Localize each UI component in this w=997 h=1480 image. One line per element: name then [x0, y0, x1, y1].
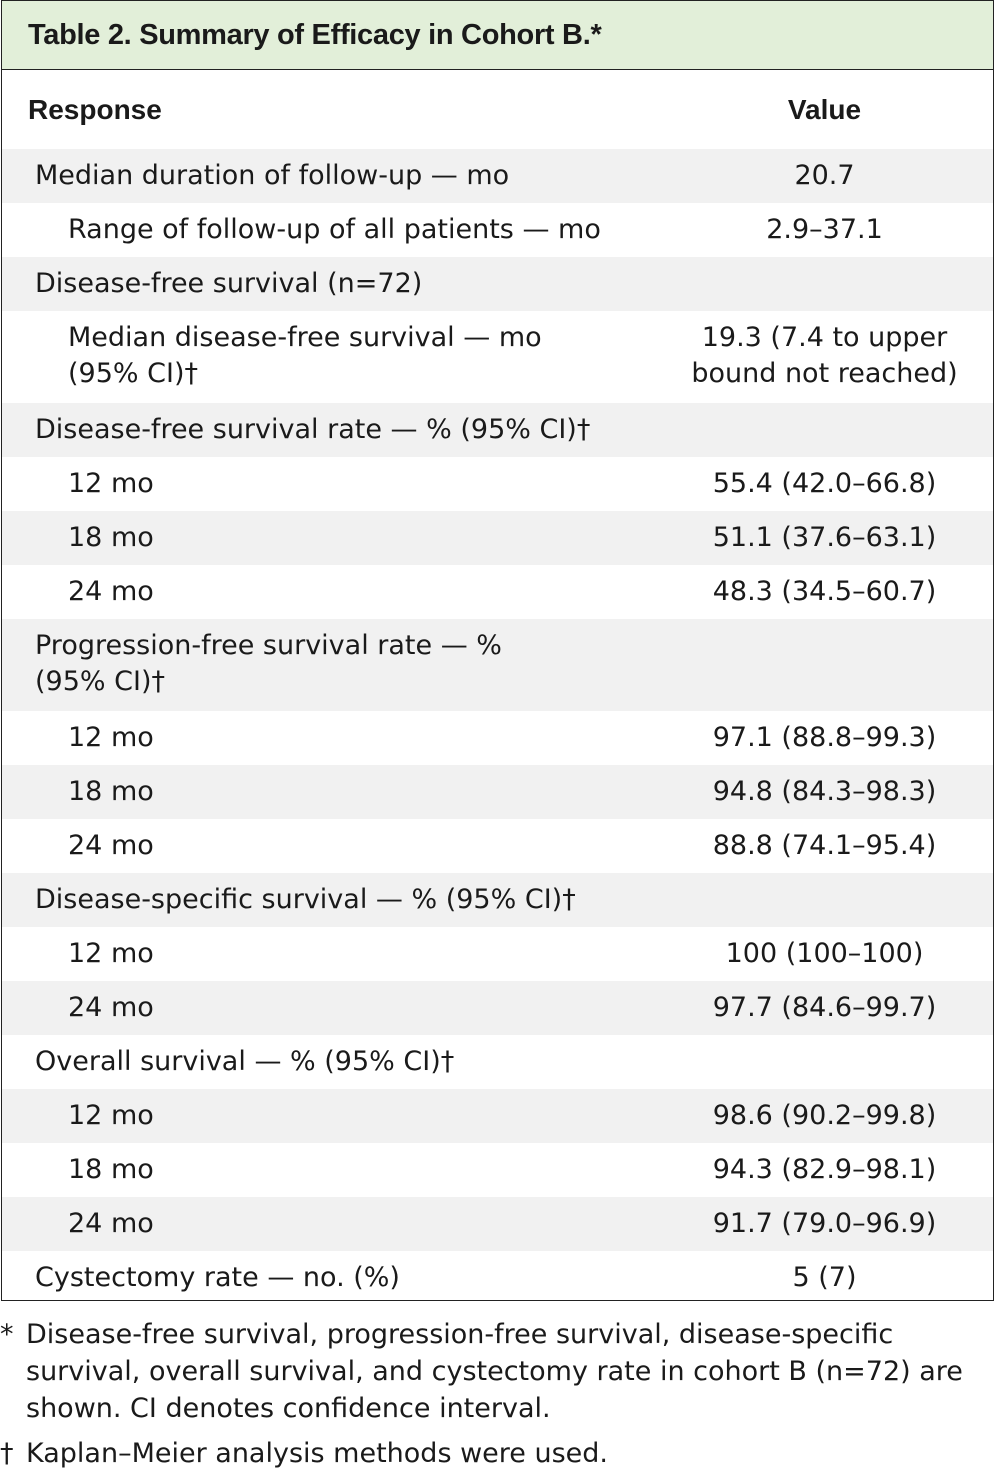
column-header-value: Value [787, 94, 862, 125]
table-row: Disease-free survival rate — % (95% CI)† [2, 403, 993, 457]
table-row: 24 mo 88.8 (74.1–95.4) [2, 819, 993, 873]
table-row: 24 mo 48.3 (34.5–60.7) [2, 565, 993, 619]
row-label: 18 mo [68, 522, 154, 553]
row-label: Median disease-free survival — mo (95% C… [68, 322, 542, 389]
row-label: Disease-free survival (n=72) [35, 268, 423, 299]
row-label: 12 mo [68, 1100, 154, 1131]
table-row: Range of follow-up of all patients — mo 2… [2, 203, 993, 257]
row-label: 24 mo [68, 1208, 154, 1239]
row-value: 48.3 (34.5–60.7) [712, 576, 937, 607]
row-value: 97.1 (88.8–99.3) [712, 722, 937, 753]
table-footnotes: * Disease-free survival, progression-free… [0, 1316, 997, 1480]
row-value: 94.8 (84.3–98.3) [712, 776, 937, 807]
row-value: 88.8 (74.1–95.4) [712, 830, 937, 861]
row-label: 24 mo [68, 992, 154, 1023]
row-value: 91.7 (79.0–96.9) [712, 1208, 937, 1239]
table-row: Disease-free survival (n=72) [2, 257, 993, 311]
table-row: 24 mo 97.7 (84.6–99.7) [2, 981, 993, 1035]
footnote-text: Kaplan–Meier analysis methods were used. [26, 1438, 609, 1469]
row-label: 18 mo [68, 776, 154, 807]
table-row: Overall survival — % (95% CI)† [2, 1035, 993, 1089]
table-row: 18 mo 94.8 (84.3–98.3) [2, 765, 993, 819]
table-row: 12 mo 100 (100–100) [2, 927, 993, 981]
table-row: Disease-specific survival — % (95% CI)† [2, 873, 993, 927]
table-body: Median duration of follow-up — mo 20.7 Ran… [2, 149, 993, 1300]
row-label: Disease-free survival rate — % (95% CI)† [35, 414, 591, 445]
row-label: 24 mo [68, 576, 154, 607]
row-label: Median duration of follow-up — mo [35, 160, 510, 191]
table-row: 12 mo 55.4 (42.0–66.8) [2, 457, 993, 511]
row-label: 12 mo [68, 722, 154, 753]
row-value: 94.3 (82.9–98.1) [712, 1154, 937, 1185]
footnote-symbol: * [0, 1319, 14, 1350]
table-row: 12 mo 97.1 (88.8–99.3) [2, 711, 993, 765]
table-row: Cystectomy rate — no. (%) 5 (7) [2, 1251, 993, 1300]
footnote-symbol: † [0, 1438, 14, 1469]
row-label: 12 mo [68, 468, 154, 499]
table-row: Median disease-free survival — mo (95% C… [2, 311, 993, 403]
row-label: 12 mo [68, 938, 154, 969]
row-label: Disease-specific survival — % (95% CI)† [35, 884, 576, 915]
row-value: 51.1 (37.6–63.1) [712, 522, 937, 553]
row-label: Range of follow-up of all patients — mo [68, 214, 601, 245]
table-row: 18 mo 94.3 (82.9–98.1) [2, 1143, 993, 1197]
table-row: Progression-free survival rate — % (95% … [2, 619, 993, 711]
footnote: † Kaplan–Meier analysis methods were used… [0, 1435, 997, 1472]
table-row: 18 mo 51.1 (37.6–63.1) [2, 511, 993, 565]
row-label: Progression-free survival rate — % (95% … [35, 630, 502, 697]
row-value: 98.6 (90.2–99.8) [712, 1100, 937, 1131]
row-value: 20.7 [794, 160, 855, 191]
table-title-bar: Table 2. Summary of Efficacy in Cohort B… [2, 1, 993, 70]
row-label: 24 mo [68, 830, 154, 861]
column-header-response: Response [28, 94, 162, 125]
efficacy-table: Table 2. Summary of Efficacy in Cohort B… [1, 0, 994, 1301]
row-value: 5 (7) [792, 1262, 857, 1293]
row-value: 19.3 (7.4 to upper bound not reached) [691, 322, 958, 389]
footnote-text: Disease-free survival, progression-free … [26, 1319, 963, 1424]
table-row: Median duration of follow-up — mo 20.7 [2, 149, 993, 203]
row-value: 2.9–37.1 [766, 214, 883, 245]
table-title: Table 2. Summary of Efficacy in Cohort B… [28, 18, 602, 51]
row-value: 97.7 (84.6–99.7) [712, 992, 937, 1023]
table-header-row: Response Value [2, 70, 993, 149]
table-row: 12 mo 98.6 (90.2–99.8) [2, 1089, 993, 1143]
row-label: Cystectomy rate — no. (%) [35, 1262, 400, 1293]
table-row: 24 mo 91.7 (79.0–96.9) [2, 1197, 993, 1251]
row-label: 18 mo [68, 1154, 154, 1185]
footnote: * Disease-free survival, progression-free… [0, 1316, 997, 1427]
row-label: Overall survival — % (95% CI)† [35, 1046, 455, 1077]
row-value: 55.4 (42.0–66.8) [712, 468, 937, 499]
row-value: 100 (100–100) [725, 938, 924, 969]
